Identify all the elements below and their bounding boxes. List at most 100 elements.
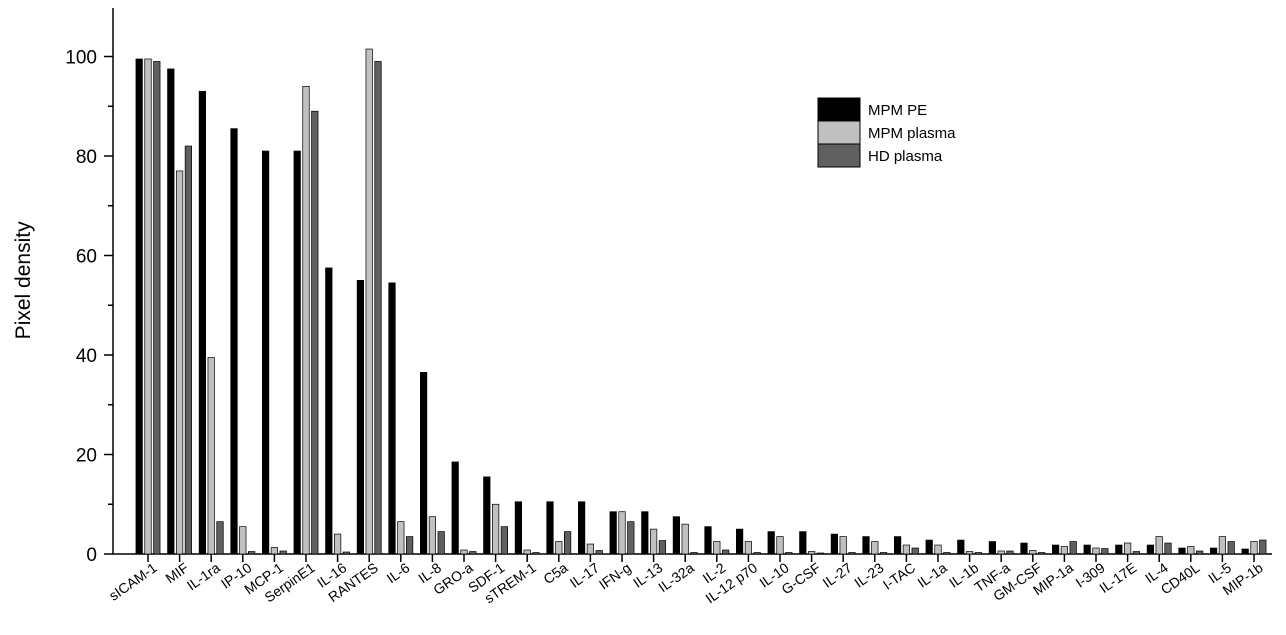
bar-ip-10-series-1 — [230, 128, 238, 555]
bar-il-17-series-1 — [577, 501, 586, 555]
x-tick-label: IL-32a — [655, 559, 697, 595]
bar-mip-1a-series-2 — [1060, 546, 1069, 555]
bar-i-309-series-2 — [1092, 547, 1100, 555]
legend-label-1: MPM PE — [868, 102, 927, 119]
y-tick-label: 60 — [76, 247, 97, 268]
bar-il-27-series-2 — [839, 536, 847, 555]
x-tick-label: IL-17E — [1096, 559, 1139, 596]
bar-strem-1-series-2 — [523, 549, 531, 555]
bar-il-1ra-series-2 — [207, 357, 215, 555]
bar-sicam-1-series-1 — [135, 58, 143, 555]
bar-g-csf-series-2 — [807, 551, 816, 555]
bar-tnf-a-series-1 — [988, 541, 997, 555]
bar-mip-1b-series-2 — [1250, 541, 1258, 555]
bar-ifn-g-series-2 — [618, 511, 626, 555]
bar-il-17-series-2 — [586, 543, 595, 555]
bar-il-32a-series-2 — [681, 523, 689, 555]
bar-il-23-series-1 — [862, 536, 870, 555]
bar-mip-1a-series-3 — [1069, 541, 1077, 555]
bar-c5a-series-1 — [546, 501, 554, 555]
y-tick-labels: 0 20 40 60 80 100 — [65, 48, 97, 567]
bar-il-17e-series-1 — [1115, 544, 1123, 555]
x-tick-labels: sICAM-1 MIFIL-1raIP-10MCP-1SerpinE1IL-16R… — [106, 559, 1266, 606]
bar-rantes-series-3 — [374, 61, 382, 555]
y-tick-label: 0 — [86, 545, 97, 566]
bar-il-13-series-2 — [649, 528, 658, 555]
bar-il-6-series-2 — [397, 521, 405, 555]
legend-label-3: HD plasma — [868, 148, 943, 165]
bar-il-27-series-3 — [848, 552, 856, 555]
bar-il-16-series-3 — [342, 551, 350, 555]
bar-il-12-p70-series-3 — [753, 552, 761, 555]
x-tick-label: sICAM-1 — [106, 559, 160, 603]
bar-il-13-series-1 — [641, 511, 649, 555]
bar-c5a-series-2 — [555, 541, 563, 555]
bar-ifn-g-series-1 — [609, 511, 617, 555]
x-tick-label: IL-1ra — [184, 559, 223, 593]
bar-il-12-p70-series-1 — [735, 528, 744, 555]
bar-il-1a-series-2 — [934, 544, 942, 555]
x-tick-label: I-TAC — [880, 559, 918, 592]
axes — [104, 8, 1272, 562]
bar-il-2-series-2 — [713, 541, 721, 555]
bar-il-1b-series-1 — [957, 539, 965, 555]
bar-il-1b-series-3 — [974, 552, 983, 555]
bar-il-23-series-3 — [879, 552, 888, 555]
bar-serpine1-series-3 — [311, 110, 319, 555]
legend-swatch-2 — [817, 120, 861, 145]
bar-tnf-a-series-2 — [997, 550, 1005, 555]
bar-il-5-series-3 — [1227, 541, 1235, 555]
bars — [135, 48, 1267, 555]
bar-gro-a-series-3 — [469, 551, 477, 555]
bar-il-8-series-1 — [420, 372, 428, 555]
bar-il-1b-series-2 — [965, 551, 974, 555]
bar-strem-1-series-1 — [514, 501, 523, 555]
bar-sicam-1-series-3 — [153, 61, 161, 555]
bar-mip-1b-series-1 — [1241, 548, 1249, 555]
bar-g-csf-series-1 — [799, 531, 807, 555]
bar-ip-10-series-3 — [248, 551, 256, 555]
bar-il-6-series-3 — [406, 536, 414, 555]
bar-rantes-series-1 — [356, 280, 364, 555]
bar-il-23-series-2 — [871, 541, 879, 555]
bar-il-6-series-1 — [388, 282, 396, 555]
bar-il-1ra-series-3 — [216, 521, 224, 555]
bar-il-1a-series-3 — [943, 552, 951, 555]
x-tick-label: IL-6 — [384, 559, 413, 586]
bar-cd40l-series-3 — [1195, 550, 1204, 555]
bar-il-8-series-2 — [428, 516, 436, 555]
bar-il-5-series-2 — [1218, 536, 1227, 555]
bar-sdf-1-series-1 — [483, 476, 491, 555]
bar-sicam-1-series-2 — [144, 58, 152, 555]
bar-mip-1a-series-1 — [1051, 544, 1060, 555]
bar-mcp-1-series-2 — [270, 547, 278, 555]
bar-mcp-1-series-1 — [262, 150, 270, 555]
bar-serpine1-series-1 — [293, 150, 301, 555]
bar-il-16-series-2 — [334, 533, 342, 555]
y-tick-label: 80 — [76, 147, 97, 168]
bar-i-tac-series-3 — [911, 547, 919, 555]
legend-swatch-3 — [817, 143, 861, 168]
bar-tnf-a-series-3 — [1006, 550, 1014, 555]
bar-il-10-series-1 — [767, 531, 775, 555]
x-tick-label: IFN-g — [596, 559, 634, 592]
y-tick-label: 40 — [76, 346, 97, 367]
bar-il-17e-series-3 — [1132, 551, 1141, 555]
bar-mip-1b-series-3 — [1259, 539, 1267, 555]
bar-gro-a-series-2 — [460, 549, 468, 555]
bar-gm-csf-series-3 — [1037, 552, 1046, 555]
bar-i-309-series-3 — [1101, 548, 1109, 555]
bar-strem-1-series-3 — [532, 552, 540, 555]
bar-il-16-series-1 — [325, 267, 333, 555]
bar-i-309-series-1 — [1083, 544, 1091, 555]
bar-il-4-series-1 — [1146, 544, 1155, 555]
bar-il-1ra-series-1 — [198, 90, 206, 555]
bar-c5a-series-3 — [563, 531, 572, 555]
bar-mif-series-3 — [184, 145, 192, 555]
legend-label-2: MPM plasma — [868, 125, 956, 142]
bar-i-tac-series-1 — [893, 536, 902, 555]
bar-il-32a-series-3 — [690, 552, 698, 555]
bar-serpine1-series-2 — [302, 85, 310, 555]
x-tick-label: C5a — [540, 559, 570, 587]
